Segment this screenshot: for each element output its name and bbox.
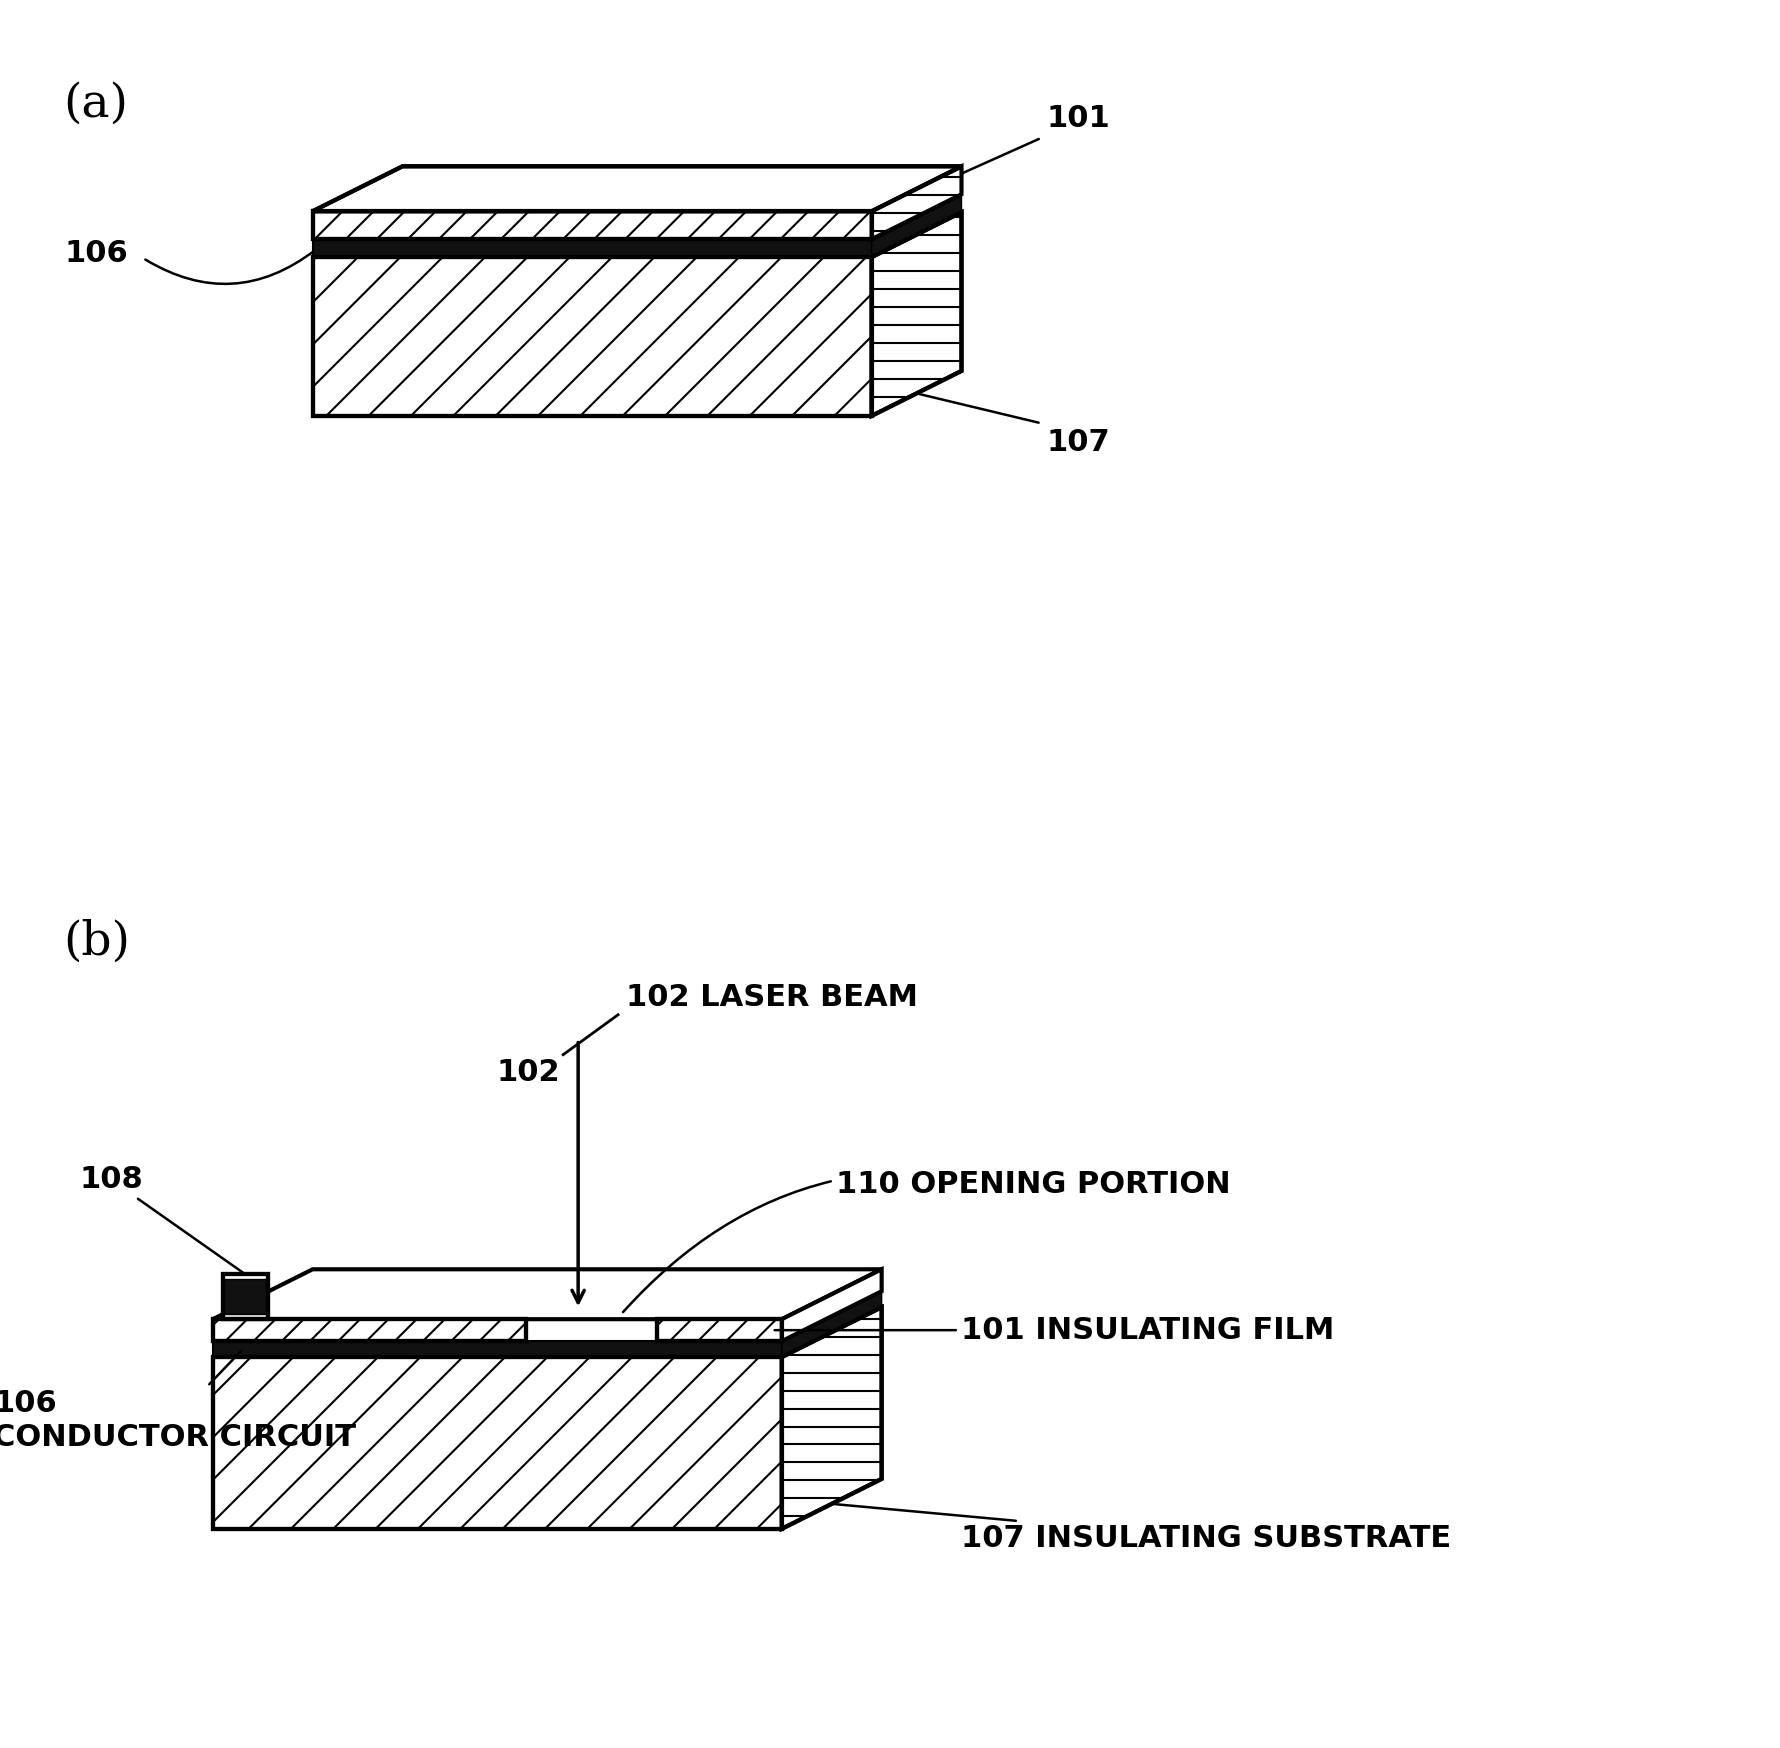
Polygon shape bbox=[222, 1280, 267, 1314]
Polygon shape bbox=[781, 1308, 881, 1530]
Text: 107 INSULATING SUBSTRATE: 107 INSULATING SUBSTRATE bbox=[835, 1503, 1452, 1552]
Polygon shape bbox=[214, 1320, 525, 1341]
Polygon shape bbox=[214, 1356, 781, 1530]
Polygon shape bbox=[781, 1292, 881, 1356]
Text: (b): (b) bbox=[62, 919, 130, 965]
Polygon shape bbox=[872, 166, 961, 239]
Text: (a): (a) bbox=[62, 82, 128, 126]
Polygon shape bbox=[214, 1269, 881, 1320]
Text: 102 LASER BEAM: 102 LASER BEAM bbox=[627, 982, 918, 1012]
Polygon shape bbox=[222, 1274, 267, 1320]
Polygon shape bbox=[214, 1341, 781, 1356]
Text: 106
CONDUCTOR CIRCUIT: 106 CONDUCTOR CIRCUIT bbox=[0, 1351, 356, 1451]
Text: 101 INSULATING FILM: 101 INSULATING FILM bbox=[774, 1316, 1335, 1344]
Text: 102: 102 bbox=[497, 1058, 561, 1087]
Text: 110 OPENING PORTION: 110 OPENING PORTION bbox=[623, 1171, 1232, 1313]
Polygon shape bbox=[313, 166, 961, 212]
Text: 108: 108 bbox=[80, 1166, 244, 1273]
Polygon shape bbox=[872, 194, 961, 257]
Text: 106: 106 bbox=[64, 239, 128, 267]
Polygon shape bbox=[313, 257, 872, 416]
Polygon shape bbox=[313, 239, 872, 257]
Polygon shape bbox=[657, 1320, 781, 1341]
Polygon shape bbox=[313, 212, 872, 239]
Polygon shape bbox=[781, 1269, 881, 1341]
Polygon shape bbox=[872, 212, 961, 416]
Text: 107: 107 bbox=[1047, 428, 1111, 458]
Text: 101: 101 bbox=[1047, 103, 1111, 133]
